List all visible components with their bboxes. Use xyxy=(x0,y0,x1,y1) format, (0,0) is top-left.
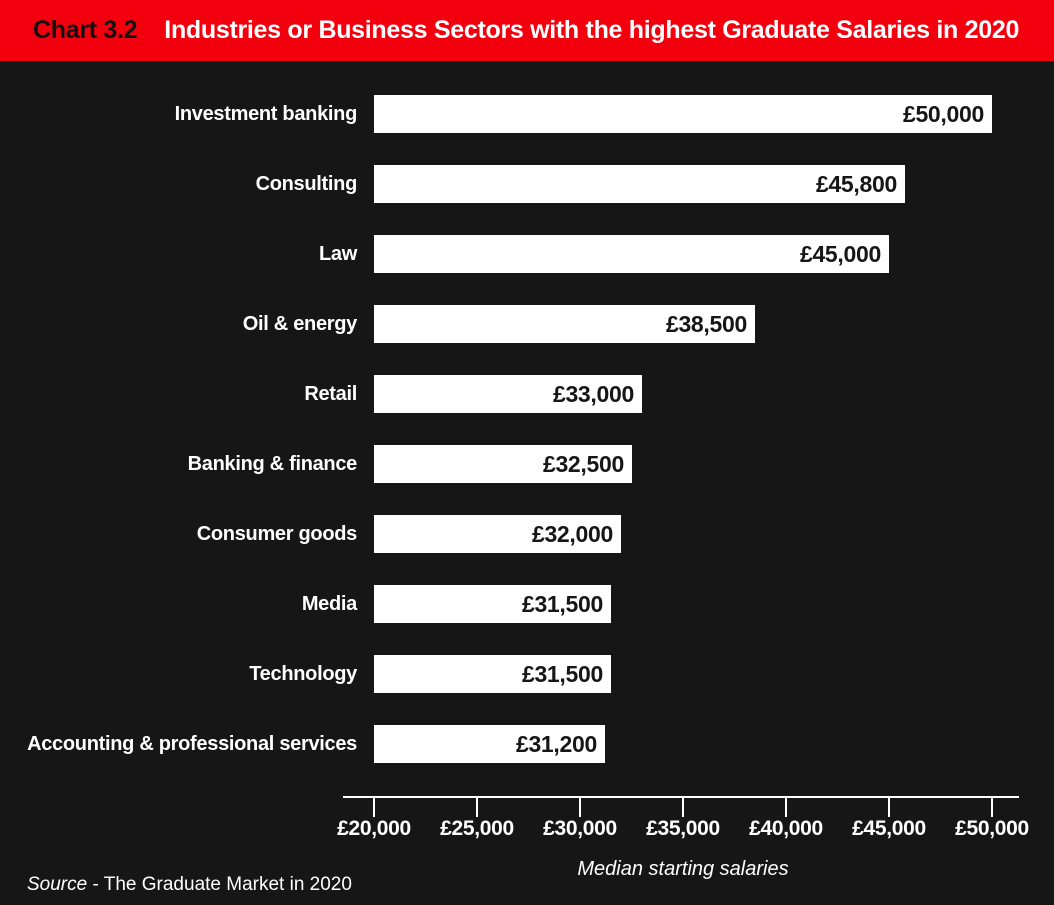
axis-tick-label: £30,000 xyxy=(543,817,617,840)
bar: £32,000 xyxy=(374,515,621,553)
bar-rows: Investment banking £50,000 Consulting £45,8… xyxy=(0,95,1054,795)
category-label: Retail xyxy=(304,382,357,405)
bar: £32,500 xyxy=(374,445,632,483)
bar-row: Technology £31,500 xyxy=(0,655,1054,693)
bar: £33,000 xyxy=(374,375,642,413)
axis-tick-label: £50,000 xyxy=(955,817,1029,840)
chart-number: Chart 3.2 xyxy=(33,16,138,44)
bar-value-label: £31,200 xyxy=(515,730,597,757)
bar-value-label: £31,500 xyxy=(521,590,603,617)
source-note: Source - The Graduate Market in 2020 xyxy=(27,874,352,896)
category-label: Media xyxy=(301,592,357,615)
bar-value-label: £33,000 xyxy=(552,380,634,407)
axis-tick xyxy=(888,796,890,817)
chart-title: Industries or Business Sectors with the … xyxy=(164,16,1020,44)
axis-tick xyxy=(579,796,581,817)
category-label: Accounting & professional services xyxy=(27,732,357,755)
axis-tick xyxy=(991,796,993,817)
bar-value-label: £38,500 xyxy=(665,310,747,337)
axis-tick xyxy=(785,796,787,817)
bar-value-label: £31,500 xyxy=(521,660,603,687)
category-label: Oil & energy xyxy=(242,312,358,335)
x-axis-title: Median starting salaries xyxy=(577,858,789,880)
axis-tick xyxy=(682,796,684,817)
bar-value-label: £32,000 xyxy=(531,520,613,547)
axis-tick-label: £25,000 xyxy=(440,817,514,840)
bar: £45,800 xyxy=(374,165,905,203)
bar: £31,200 xyxy=(374,725,605,763)
bar-row: Law £45,000 xyxy=(0,235,1054,273)
bar-row: Consumer goods £32,000 xyxy=(0,515,1054,553)
bar-value-label: £45,000 xyxy=(799,240,881,267)
category-label: Law xyxy=(319,242,357,265)
category-label: Consumer goods xyxy=(196,522,358,545)
bar-row: Investment banking £50,000 xyxy=(0,95,1054,133)
bar-value-label: £45,800 xyxy=(815,170,897,197)
category-label: Banking & finance xyxy=(187,452,358,475)
bar-row: Consulting £45,800 xyxy=(0,165,1054,203)
bar: £38,500 xyxy=(374,305,755,343)
axis-tick-label: £20,000 xyxy=(337,817,411,840)
bar-row: Media £31,500 xyxy=(0,585,1054,623)
bar-row: Banking & finance £32,500 xyxy=(0,445,1054,483)
bar-row: Oil & energy £38,500 xyxy=(0,305,1054,343)
bar-row: Retail £33,000 xyxy=(0,375,1054,413)
category-label: Technology xyxy=(249,662,357,685)
axis-tick-label: £35,000 xyxy=(646,817,720,840)
category-label: Investment banking xyxy=(174,102,358,125)
source-text: - The Graduate Market in 2020 xyxy=(87,874,352,895)
bar: £31,500 xyxy=(374,655,611,693)
category-label: Consulting xyxy=(255,172,358,195)
axis-tick-label: £45,000 xyxy=(852,817,926,840)
bar: £50,000 xyxy=(374,95,992,133)
chart-header: Chart 3.2 Industries or Business Sectors… xyxy=(0,0,1054,61)
axis-tick xyxy=(476,796,478,817)
bar: £31,500 xyxy=(374,585,611,623)
x-axis-line xyxy=(343,796,1019,798)
bar-value-label: £32,500 xyxy=(542,450,624,477)
axis-tick-label: £40,000 xyxy=(749,817,823,840)
bar: £45,000 xyxy=(374,235,889,273)
bar-row: Accounting & professional services £31,20… xyxy=(0,725,1054,763)
source-word: Source xyxy=(27,874,88,895)
axis-tick xyxy=(373,796,375,817)
bar-value-label: £50,000 xyxy=(902,100,984,127)
